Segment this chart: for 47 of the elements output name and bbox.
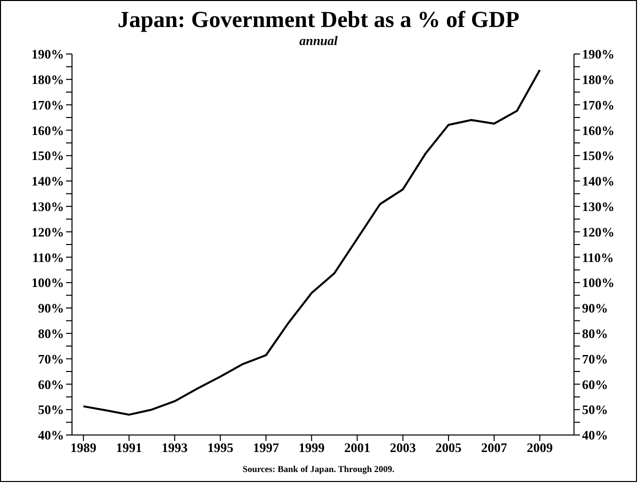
y-tick-label: 140% [32, 174, 64, 189]
y2-tick-label: 50% [582, 402, 608, 418]
y-tick-label: 190% [32, 46, 64, 62]
y-tick-label: 60% [38, 376, 64, 392]
y-tick-label: 150% [32, 148, 64, 164]
x-tick-label: 1989 [70, 440, 97, 456]
y2-tick-label: 180% [582, 72, 614, 88]
y2-tick-label: 80% [582, 326, 608, 342]
y-tick-label: 130% [32, 199, 64, 214]
y2-tick-label: 170% [582, 97, 614, 112]
y-tick-label: 90% [38, 300, 64, 316]
y2-tick-label: 90% [582, 300, 608, 316]
y-tick-label: 70% [38, 351, 64, 366]
y-tick-label: 50% [38, 402, 64, 418]
x-tick-label: 2003 [390, 440, 416, 456]
x-tick-label: 1993 [162, 440, 188, 456]
x-tick-label: 1991 [116, 440, 142, 456]
y2-tick-label: 190% [582, 46, 614, 62]
y-tick-label: 100% [32, 275, 64, 290]
y-tick-label: 120% [32, 224, 64, 240]
x-tick-label: 1999 [298, 440, 326, 456]
x-tick-label: 2005 [436, 440, 462, 456]
y-tick-label: 160% [32, 122, 64, 138]
chart-subtitle: annual [298, 33, 339, 48]
y-tick-label: 110% [32, 250, 64, 265]
y-tick-label: 40% [38, 428, 64, 443]
x-tick-label: 1997 [252, 440, 280, 456]
y2-tick-label: 160% [582, 122, 614, 138]
y2-tick-label: 60% [582, 376, 608, 392]
y-tick-label: 80% [38, 326, 64, 342]
y2-tick-label: 40% [582, 428, 608, 443]
y2-tick-label: 150% [582, 148, 614, 164]
y2-tick-label: 100% [582, 275, 614, 290]
x-tick-label: 2009 [526, 440, 554, 456]
x-tick-label: 2007 [481, 440, 508, 456]
line-series [82, 69, 541, 416]
source-note: Sources: Bank of Japan. Through 2009. [242, 464, 396, 474]
y2-tick-label: 110% [582, 250, 614, 265]
y-tick-label: 170% [32, 97, 64, 112]
x-tick-label: 1995 [207, 440, 234, 456]
x-tick-label: 2001 [344, 440, 370, 456]
chart-title: Japan: Government Debt as a % of GDP [116, 7, 520, 33]
y2-tick-label: 120% [582, 224, 614, 240]
y-tick-label: 180% [32, 72, 64, 88]
y2-tick-label: 130% [582, 199, 614, 214]
y2-tick-label: 140% [582, 174, 614, 189]
y2-tick-label: 70% [582, 351, 608, 366]
